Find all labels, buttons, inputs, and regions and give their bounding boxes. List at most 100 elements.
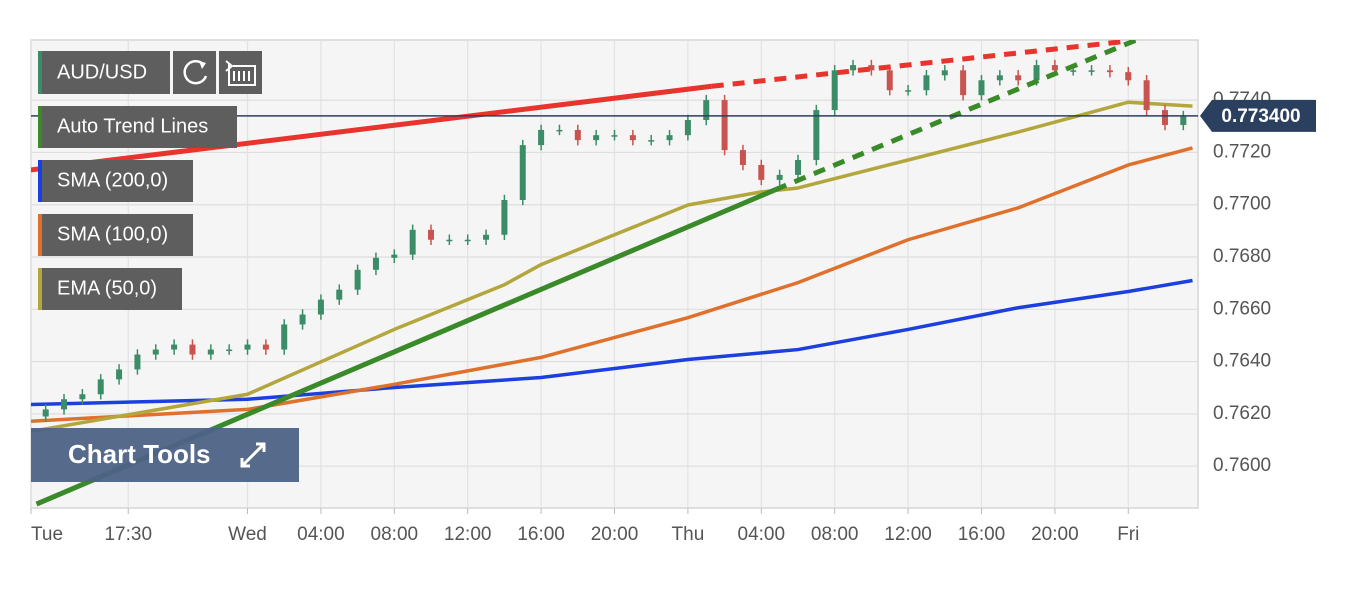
candle-body xyxy=(923,75,930,91)
x-tick-label: 20:00 xyxy=(591,524,639,545)
legend-button[interactable] xyxy=(38,160,193,202)
candle-body xyxy=(281,324,288,350)
last-price-label: 0.773400 xyxy=(1221,106,1300,127)
legend-swatch xyxy=(38,268,42,310)
candle-body xyxy=(226,349,233,352)
y-tick-label: 0.7600 xyxy=(1213,455,1271,476)
candle-body xyxy=(1180,116,1187,125)
candle-body xyxy=(501,200,508,235)
candle-body xyxy=(684,120,691,136)
candle-body xyxy=(556,129,563,132)
trend-lines-label: Auto Trend Lines xyxy=(57,115,208,137)
candle-body xyxy=(134,354,141,370)
candle-body xyxy=(886,70,893,91)
candle-body xyxy=(299,314,306,325)
candle-body xyxy=(1088,70,1095,72)
indicator-line xyxy=(31,278,1193,407)
chart-tools-label: Chart Tools xyxy=(68,439,211,469)
candle-body xyxy=(666,135,673,141)
refresh-icon xyxy=(183,59,208,85)
candle-body xyxy=(905,90,912,92)
x-tick-label: 08:00 xyxy=(811,524,859,545)
candle-body xyxy=(79,394,86,400)
candle-body xyxy=(813,110,820,161)
candle-body xyxy=(262,344,269,350)
last-price-tag xyxy=(1200,99,1316,132)
legend-label: SMA (100,0) xyxy=(57,223,168,245)
candle-body xyxy=(960,70,967,96)
candle-body xyxy=(61,399,68,410)
y-tick-label: 0.7620 xyxy=(1213,403,1271,424)
legend-button[interactable] xyxy=(38,214,193,256)
candle-body xyxy=(372,257,379,270)
trend-line xyxy=(774,40,1137,193)
x-tick-label: 16:00 xyxy=(958,524,1006,545)
candle-body xyxy=(97,379,104,395)
x-tick-label: 04:00 xyxy=(297,524,345,545)
candle-body xyxy=(739,150,746,165)
candle-body xyxy=(794,160,801,175)
y-tick-label: 0.7720 xyxy=(1213,141,1271,162)
trend-line xyxy=(711,40,1136,89)
candle-body xyxy=(1161,110,1168,125)
y-tick-label: 0.7680 xyxy=(1213,246,1271,267)
legend: SMA (200,0) SMA (100,0) EMA (50,0) xyxy=(38,160,193,310)
indicator-line xyxy=(31,146,1193,423)
candle-body xyxy=(171,344,178,350)
x-tick-label: 04:00 xyxy=(738,524,786,545)
trend-line xyxy=(31,83,713,173)
candle-body xyxy=(868,65,875,71)
candle-body xyxy=(629,135,636,141)
refresh-button[interactable] xyxy=(173,51,216,94)
candle-body xyxy=(189,344,196,355)
candle-body xyxy=(850,65,857,71)
refresh-arrow xyxy=(199,61,206,69)
legend-button[interactable] xyxy=(38,268,182,310)
candle-body xyxy=(574,129,581,141)
candle-body xyxy=(336,289,343,300)
symbol-button[interactable] xyxy=(38,51,170,94)
candle-body xyxy=(409,229,416,255)
x-tick-label: Thu xyxy=(672,524,705,545)
candle-body xyxy=(483,234,490,240)
candle-body xyxy=(207,349,214,355)
legend-swatch xyxy=(38,160,42,202)
candle-body xyxy=(1143,80,1150,111)
candle-body xyxy=(1015,75,1022,81)
candle-body xyxy=(703,100,710,121)
candle-body xyxy=(354,269,361,290)
x-tick-label: 16:00 xyxy=(517,524,565,545)
candle-body xyxy=(611,135,618,137)
x-tick-label: 12:00 xyxy=(444,524,492,545)
candle-body xyxy=(1125,72,1132,81)
candle-body xyxy=(519,145,526,201)
trend-lines-strip xyxy=(38,106,42,148)
expand-icon xyxy=(240,442,266,468)
trend-lines-button[interactable] xyxy=(38,106,237,148)
candle-body xyxy=(317,299,324,315)
candle-body xyxy=(831,70,838,111)
candle-body xyxy=(758,164,765,180)
candle-body xyxy=(1033,65,1040,81)
y-tick-label: 0.7660 xyxy=(1213,298,1271,319)
symbol-strip xyxy=(38,51,42,94)
x-tick-label: Tue xyxy=(31,524,63,545)
x-tick-label: 20:00 xyxy=(1031,524,1079,545)
candle-body xyxy=(538,129,545,146)
candle-body xyxy=(244,344,251,350)
candle-body xyxy=(776,174,783,180)
candle-body xyxy=(391,254,398,258)
candle-body xyxy=(1106,70,1113,73)
calendar-icon xyxy=(225,60,256,86)
symbol-label: AUD/USD xyxy=(57,61,147,83)
candle-body xyxy=(152,349,159,355)
candle-body xyxy=(42,409,49,417)
x-tick-label: 12:00 xyxy=(884,524,932,545)
candle-body xyxy=(1051,65,1058,71)
y-tick-label: 0.7700 xyxy=(1213,194,1271,215)
axes: 0.7600 0.7620 0.7640 0.7660 0.7680 0.7700 0.77… xyxy=(30,40,1271,545)
candle-body xyxy=(593,135,600,141)
candle-body xyxy=(996,75,1003,81)
